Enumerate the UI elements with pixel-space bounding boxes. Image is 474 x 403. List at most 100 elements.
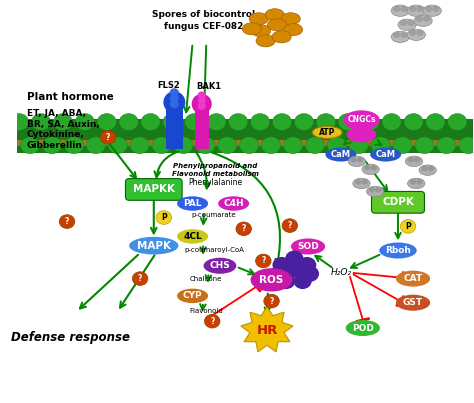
Circle shape [59,215,75,229]
Bar [17,140,474,146]
Ellipse shape [177,196,208,211]
Ellipse shape [346,127,376,143]
Text: Flavonoid metabolism: Flavonoid metabolism [172,171,259,177]
Text: Phenylpropanoid and: Phenylpropanoid and [173,163,257,169]
Circle shape [262,137,281,154]
Ellipse shape [408,178,425,189]
Text: GST: GST [403,298,423,307]
Ellipse shape [265,9,284,21]
Circle shape [404,114,423,131]
Text: CHS: CHS [210,261,230,270]
Circle shape [407,20,414,26]
Circle shape [218,137,237,154]
Bar [166,101,182,149]
Ellipse shape [379,243,417,259]
Circle shape [239,137,259,154]
Circle shape [409,6,416,12]
Circle shape [42,137,62,154]
Circle shape [228,114,248,131]
Circle shape [369,187,375,193]
Ellipse shape [366,186,384,197]
Circle shape [31,114,51,131]
Circle shape [185,114,204,131]
Circle shape [277,273,295,289]
Text: MAPK: MAPK [137,241,171,251]
Text: ?: ? [269,297,274,305]
Ellipse shape [249,13,268,25]
Text: Gibberellin: Gibberellin [27,141,83,150]
Text: BAK1: BAK1 [196,82,221,91]
Circle shape [170,94,179,102]
Circle shape [316,114,336,131]
Circle shape [196,137,215,154]
Circle shape [425,6,432,12]
Circle shape [255,254,271,268]
Circle shape [97,114,116,131]
Text: ?: ? [261,256,265,266]
Circle shape [364,165,371,170]
Circle shape [415,137,434,154]
Circle shape [301,266,319,282]
Text: fungus CEF-082: fungus CEF-082 [164,22,244,31]
Circle shape [273,114,292,131]
Text: BR, SA, Auxin,: BR, SA, Auxin, [27,120,100,129]
Circle shape [75,114,94,131]
Circle shape [327,137,346,154]
Circle shape [264,294,279,308]
Ellipse shape [419,165,437,175]
Circle shape [163,114,182,131]
Circle shape [416,29,424,36]
Text: Defense response: Defense response [11,331,130,344]
Circle shape [371,165,377,170]
Text: CAT: CAT [403,274,423,283]
Text: Chalcone: Chalcone [190,276,222,282]
Text: POD: POD [352,324,374,332]
Circle shape [119,114,138,131]
Text: p-coumarate: p-coumarate [191,212,237,218]
Circle shape [393,137,412,154]
Circle shape [270,266,288,282]
Circle shape [349,137,368,154]
Circle shape [294,114,313,131]
Ellipse shape [407,5,425,17]
Ellipse shape [370,147,401,162]
Circle shape [174,137,193,154]
Ellipse shape [423,5,441,17]
Text: C4H: C4H [223,199,244,208]
Text: ?: ? [288,221,292,230]
Text: ?: ? [106,133,110,142]
Ellipse shape [272,31,291,43]
Circle shape [409,29,416,36]
Ellipse shape [164,91,185,113]
Text: CaM: CaM [331,150,351,159]
Circle shape [198,97,206,104]
Circle shape [9,114,29,131]
Text: Phenylalanine: Phenylalanine [188,178,243,187]
Circle shape [423,16,430,22]
Circle shape [198,91,206,99]
Text: ATP: ATP [319,128,336,137]
Ellipse shape [283,24,302,35]
Text: ?: ? [138,274,142,283]
Circle shape [282,219,298,233]
Ellipse shape [218,196,249,211]
Circle shape [428,166,434,171]
Circle shape [416,16,423,22]
Text: HR: HR [256,324,278,337]
Circle shape [236,222,252,236]
Circle shape [298,257,316,273]
Circle shape [251,114,270,131]
Circle shape [152,137,171,154]
Ellipse shape [191,94,212,114]
Circle shape [437,137,456,154]
Ellipse shape [252,25,271,37]
Ellipse shape [251,268,292,291]
Ellipse shape [242,23,262,35]
Text: Spores of biocontrol: Spores of biocontrol [153,10,255,19]
Text: CYP: CYP [183,291,202,300]
Circle shape [426,114,445,131]
Ellipse shape [353,178,370,189]
Text: SOD: SOD [297,242,319,251]
Circle shape [132,272,148,285]
Circle shape [375,187,382,193]
